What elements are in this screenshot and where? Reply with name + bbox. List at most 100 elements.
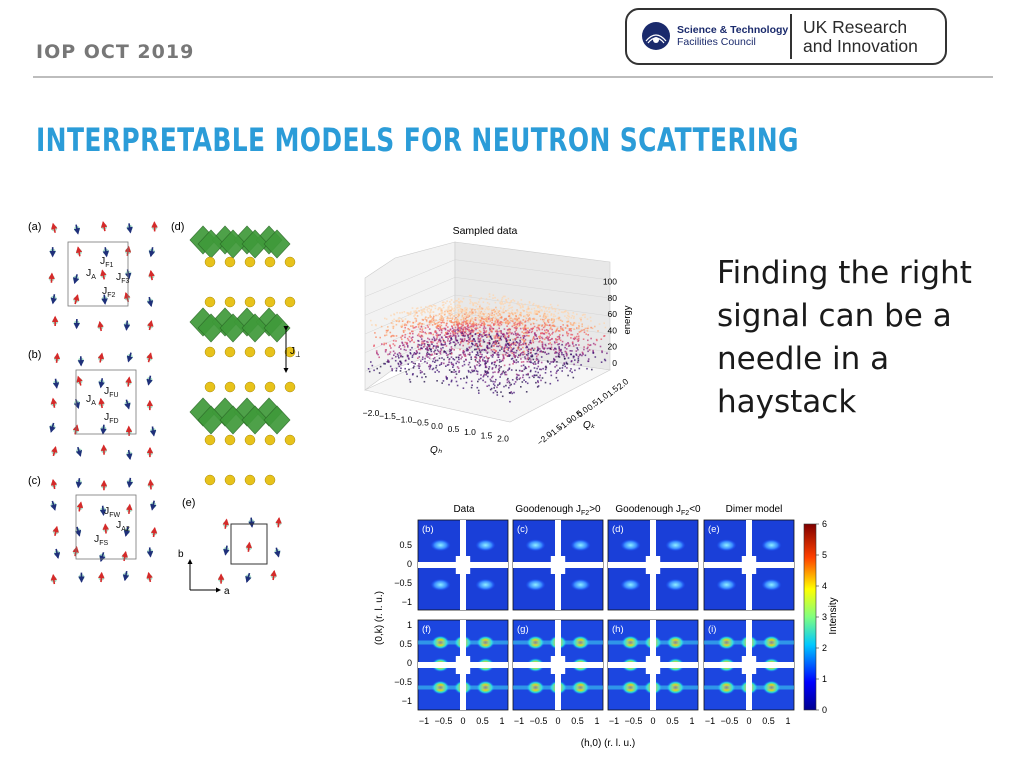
sample-point bbox=[550, 374, 553, 377]
sample-point bbox=[485, 330, 488, 332]
sample-point bbox=[389, 351, 392, 353]
sample-point bbox=[479, 356, 481, 358]
sample-point bbox=[495, 342, 498, 344]
sample-point bbox=[527, 353, 530, 355]
sample-point bbox=[440, 324, 443, 327]
spin-arrow bbox=[50, 397, 58, 408]
sample-point bbox=[450, 379, 453, 382]
octahedron bbox=[197, 405, 225, 435]
sample-point bbox=[458, 354, 461, 356]
sample-point bbox=[517, 336, 519, 339]
sample-point bbox=[424, 318, 426, 320]
sample-point bbox=[447, 353, 450, 356]
sample-point bbox=[439, 326, 441, 328]
sample-point bbox=[587, 334, 589, 336]
sample-point bbox=[416, 375, 418, 378]
sample-point bbox=[556, 338, 559, 341]
sample-point bbox=[456, 328, 459, 331]
sample-point bbox=[463, 360, 465, 363]
sample-point bbox=[484, 360, 487, 362]
intensity-spot bbox=[475, 539, 496, 552]
sample-point bbox=[528, 357, 531, 359]
sample-point bbox=[421, 311, 423, 314]
sample-point bbox=[468, 329, 470, 332]
sample-point bbox=[392, 339, 395, 342]
sample-point bbox=[473, 317, 476, 320]
sample-point bbox=[536, 386, 539, 388]
sample-point bbox=[385, 329, 388, 332]
sample-point bbox=[533, 311, 536, 314]
sample-point bbox=[488, 333, 490, 336]
sample-point bbox=[520, 344, 523, 346]
sample-point bbox=[549, 362, 551, 365]
sample-point bbox=[525, 354, 528, 356]
sample-point bbox=[497, 351, 499, 354]
sample-point bbox=[524, 342, 527, 345]
sample-point bbox=[422, 310, 424, 312]
sample-point bbox=[509, 344, 512, 346]
sample-point bbox=[562, 324, 564, 326]
sample-point bbox=[452, 364, 455, 367]
sample-point bbox=[456, 384, 459, 387]
plot-3d-y-label: Qₖ bbox=[583, 420, 596, 431]
sample-point bbox=[522, 361, 525, 363]
atom bbox=[264, 346, 276, 358]
sample-point bbox=[522, 343, 525, 346]
sample-point bbox=[481, 335, 483, 338]
sample-point bbox=[488, 339, 491, 342]
sample-point bbox=[478, 319, 481, 321]
sample-point bbox=[549, 382, 552, 385]
sample-point bbox=[540, 350, 542, 352]
sample-point bbox=[451, 308, 454, 310]
sample-point bbox=[464, 355, 466, 357]
sample-point bbox=[512, 338, 514, 341]
sample-point bbox=[475, 357, 478, 359]
sample-point bbox=[491, 314, 493, 316]
sample-point bbox=[535, 374, 538, 377]
sample-point bbox=[491, 368, 494, 370]
sample-point bbox=[464, 323, 467, 325]
sample-point bbox=[379, 365, 382, 368]
sample-point bbox=[528, 331, 530, 333]
sample-point bbox=[537, 361, 540, 363]
sample-point bbox=[418, 365, 421, 367]
sample-point bbox=[523, 368, 526, 371]
sample-point bbox=[481, 307, 484, 310]
sample-point bbox=[478, 335, 480, 337]
sample-point bbox=[549, 334, 551, 336]
sample-point bbox=[489, 328, 491, 331]
sample-point bbox=[524, 325, 526, 328]
sample-point bbox=[460, 326, 463, 328]
sample-point bbox=[496, 335, 499, 337]
sample-point bbox=[420, 312, 422, 314]
atom bbox=[284, 256, 296, 268]
sample-point bbox=[416, 307, 419, 309]
sample-point bbox=[582, 313, 585, 316]
sample-point bbox=[407, 357, 410, 359]
sample-point bbox=[476, 373, 479, 375]
sample-point bbox=[465, 340, 468, 342]
sample-point bbox=[463, 307, 466, 309]
sample-point bbox=[532, 321, 534, 324]
map-x-tick-label: 1 bbox=[785, 716, 790, 726]
sample-point bbox=[440, 328, 443, 331]
sample-point bbox=[475, 354, 477, 356]
sample-point bbox=[570, 328, 572, 330]
sample-point bbox=[423, 380, 426, 383]
sample-point bbox=[415, 350, 418, 352]
sample-point bbox=[496, 359, 498, 362]
sample-point bbox=[554, 366, 556, 368]
sample-point bbox=[418, 335, 421, 337]
sample-point bbox=[586, 347, 589, 350]
sample-point bbox=[423, 340, 426, 342]
sample-point bbox=[493, 337, 496, 339]
sample-point bbox=[501, 371, 504, 373]
sample-point bbox=[487, 320, 489, 322]
sample-point bbox=[429, 314, 431, 317]
sample-point bbox=[519, 354, 522, 356]
sample-point bbox=[502, 356, 505, 358]
sample-point bbox=[419, 322, 422, 324]
sample-point bbox=[516, 342, 519, 344]
sample-point bbox=[398, 357, 400, 359]
sample-point bbox=[510, 319, 512, 322]
